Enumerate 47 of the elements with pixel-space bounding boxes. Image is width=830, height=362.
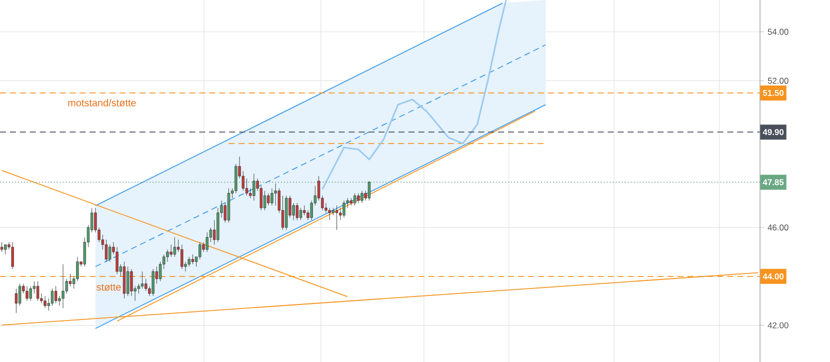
candlestick xyxy=(368,180,371,201)
candlestick xyxy=(126,266,130,296)
candlestick xyxy=(108,244,112,262)
ref-line-label: 49.90 xyxy=(762,129,784,136)
ref-line-label: 51.50 xyxy=(762,90,784,96)
candlestick xyxy=(26,286,28,302)
candlestick xyxy=(353,192,356,206)
candlestick xyxy=(360,190,364,204)
ref-line-label: 44.00 xyxy=(762,273,784,280)
candlestick xyxy=(170,244,172,258)
candlestick xyxy=(342,200,346,218)
candlestick xyxy=(0,242,4,252)
candlestick xyxy=(206,232,208,252)
candlestick xyxy=(296,202,298,220)
candlestick xyxy=(76,256,79,282)
annotation: støtte xyxy=(96,284,121,291)
candlestick xyxy=(166,249,169,262)
candlestick xyxy=(36,281,40,302)
candlestick xyxy=(11,242,14,270)
candlestick xyxy=(180,244,184,270)
candlestick xyxy=(173,237,176,258)
candlestick xyxy=(357,192,360,204)
candlestick xyxy=(140,271,144,289)
candlestick xyxy=(152,268,154,296)
candlestick xyxy=(44,296,46,308)
candlestick xyxy=(252,173,256,201)
candlestick xyxy=(267,192,270,206)
y-tick-label: 46.00 xyxy=(768,224,788,230)
candlestick xyxy=(14,288,18,314)
candlestick xyxy=(62,264,64,308)
candlestick xyxy=(54,286,58,304)
annotation: motstand/støtte xyxy=(68,99,136,106)
y-tick-label: 42.00 xyxy=(768,322,788,328)
candlestick xyxy=(18,283,22,306)
candlestick xyxy=(299,208,302,220)
candlestick xyxy=(335,205,338,230)
candlestick xyxy=(191,254,194,264)
candlestick xyxy=(263,190,266,211)
candlestick xyxy=(245,178,248,196)
candlestick xyxy=(198,242,202,260)
candlestick xyxy=(29,286,32,302)
candlestick xyxy=(104,239,108,262)
y-tick-label: 52.00 xyxy=(768,78,788,84)
candlestick xyxy=(4,244,7,255)
ref-line-label: 47.85 xyxy=(762,179,784,186)
line-series xyxy=(322,0,507,190)
y-tick-label: 54.00 xyxy=(768,28,788,35)
